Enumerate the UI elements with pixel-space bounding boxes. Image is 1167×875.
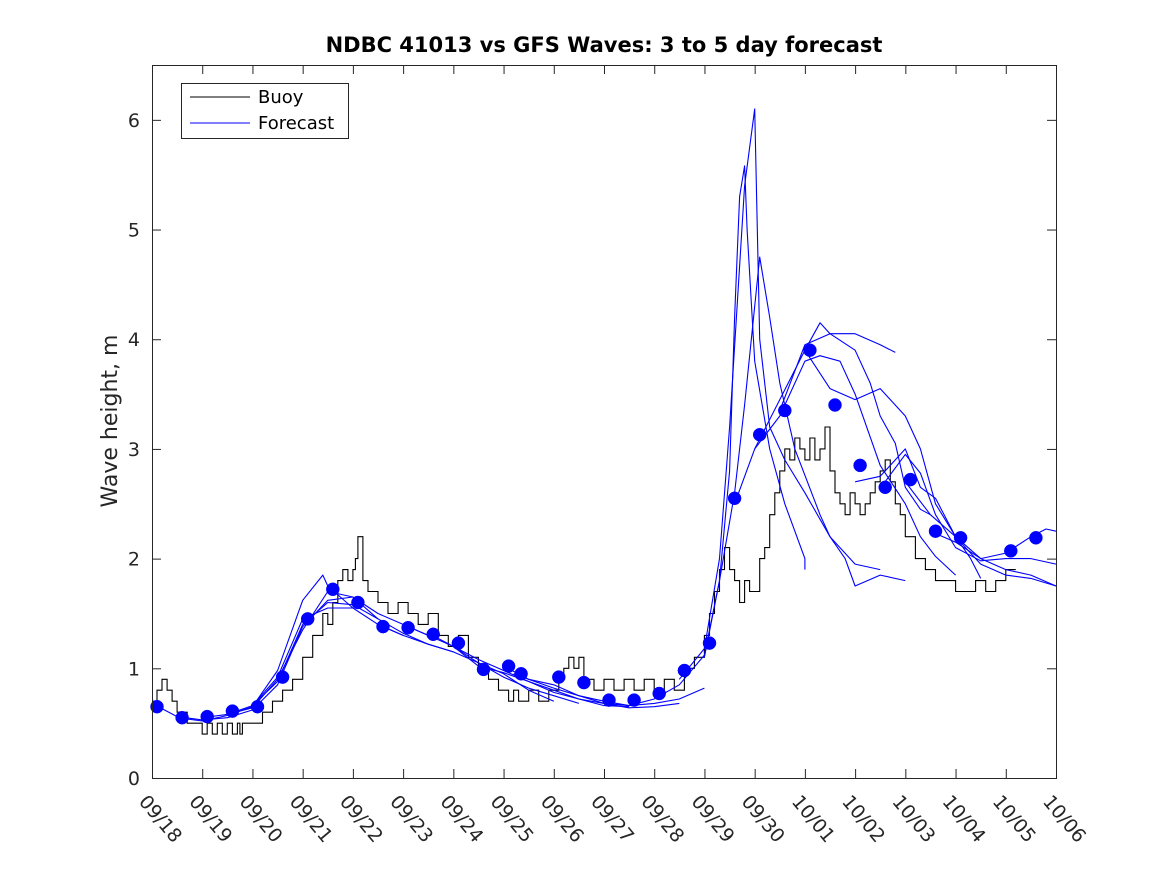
forecast-marker (514, 667, 528, 681)
forecast-marker (250, 699, 265, 714)
forecast-marker (652, 686, 666, 701)
y-tick-label: 4 (128, 329, 140, 351)
forecast-marker (853, 458, 867, 473)
forecast-marker (953, 531, 968, 545)
x-tick-label: 10/02 (837, 791, 889, 847)
legend-forecast-label: Forecast (258, 113, 334, 134)
forecast-marker (828, 398, 842, 412)
legend-buoy-label: Buoy (258, 87, 304, 108)
forecast-marker (552, 670, 566, 684)
legend-box (181, 83, 349, 139)
forecast-marker (225, 704, 240, 718)
forecast-run-line (779, 333, 896, 411)
forecast-marker (878, 480, 892, 495)
plot-frame (152, 65, 1057, 779)
forecast-run-line (703, 256, 906, 658)
y-tick-label: 6 (128, 110, 140, 132)
forecast-marker (376, 619, 390, 634)
forecast-marker (803, 343, 817, 357)
x-tick-label: 09/25 (486, 791, 538, 847)
forecast-marker (351, 595, 365, 610)
forecast-marker (778, 403, 792, 418)
x-tick-label: 10/06 (1038, 791, 1090, 847)
x-tick-labels: 09/1809/1909/2009/2109/2209/2309/2409/25… (134, 791, 1090, 847)
forecast-marker (300, 612, 315, 626)
y-axis-label: Wave height, m (98, 335, 123, 508)
forecast-marker (326, 582, 340, 597)
x-tick-label: 10/03 (888, 791, 940, 847)
forecast-marker (702, 636, 717, 650)
forecast-marker (752, 427, 767, 442)
forecast-run-line (377, 623, 555, 702)
forecast-marker (903, 472, 918, 487)
forecast-marker (602, 693, 616, 707)
forecast-marker (677, 663, 692, 678)
x-tick-label: 10/04 (938, 791, 990, 847)
forecast-marker (577, 675, 591, 690)
forecast-marker (727, 491, 742, 506)
forecast-run-line (879, 453, 1057, 565)
x-tick-label: 09/26 (536, 791, 588, 847)
forecast-marker (275, 670, 290, 684)
forecast-run-line (734, 322, 931, 516)
forecast-marker (476, 662, 491, 677)
forecast-run-line (151, 596, 379, 721)
forecast-run-line (854, 448, 1057, 587)
x-tick-label: 10/05 (988, 791, 1040, 847)
y-tick-label: 2 (128, 549, 140, 571)
x-tick-label: 10/01 (787, 791, 839, 847)
forecast-run-line (603, 165, 806, 707)
forecast-run-line (754, 355, 956, 576)
chart-title: NDBC 41013 vs GFS Waves: 3 to 5 day fore… (326, 33, 883, 57)
forecast-marker (451, 636, 466, 650)
forecast-marker (200, 709, 214, 724)
forecast-marker (175, 710, 189, 725)
forecast-marker (928, 524, 943, 538)
forecast-marker (150, 699, 164, 714)
x-tick-label: 09/19 (184, 791, 236, 847)
x-tick-label: 09/27 (586, 791, 638, 847)
y-tick-label: 0 (128, 768, 140, 790)
forecast-marker (501, 659, 516, 673)
y-tick-label: 5 (128, 220, 140, 242)
x-tick-label: 09/28 (636, 791, 688, 847)
forecast-marker (1004, 544, 1018, 558)
buoy-series-line (152, 426, 1016, 735)
x-tick-label: 09/24 (436, 791, 488, 847)
plot-area-background (152, 65, 1056, 778)
forecast-marker (426, 627, 440, 642)
y-tick-label: 1 (128, 658, 140, 680)
forecast-markers (150, 343, 1043, 725)
x-tick-label: 09/23 (385, 791, 437, 847)
legend: Buoy Forecast (181, 83, 349, 139)
y-tick-labels: 0 1 2 3 4 5 6 (128, 110, 140, 790)
x-tick-label: 09/29 (687, 791, 739, 847)
x-tick-label: 09/30 (737, 791, 789, 847)
forecast-run-line (513, 673, 680, 709)
x-tick-label: 09/22 (335, 791, 387, 847)
x-tick-label: 09/20 (235, 791, 287, 847)
x-tick-label: 09/21 (285, 791, 337, 847)
forecast-marker (627, 693, 641, 707)
y-tick-label: 3 (128, 439, 140, 461)
forecast-marker (1029, 531, 1043, 545)
x-tick-label: 09/18 (134, 791, 186, 847)
forecast-marker (401, 620, 415, 635)
